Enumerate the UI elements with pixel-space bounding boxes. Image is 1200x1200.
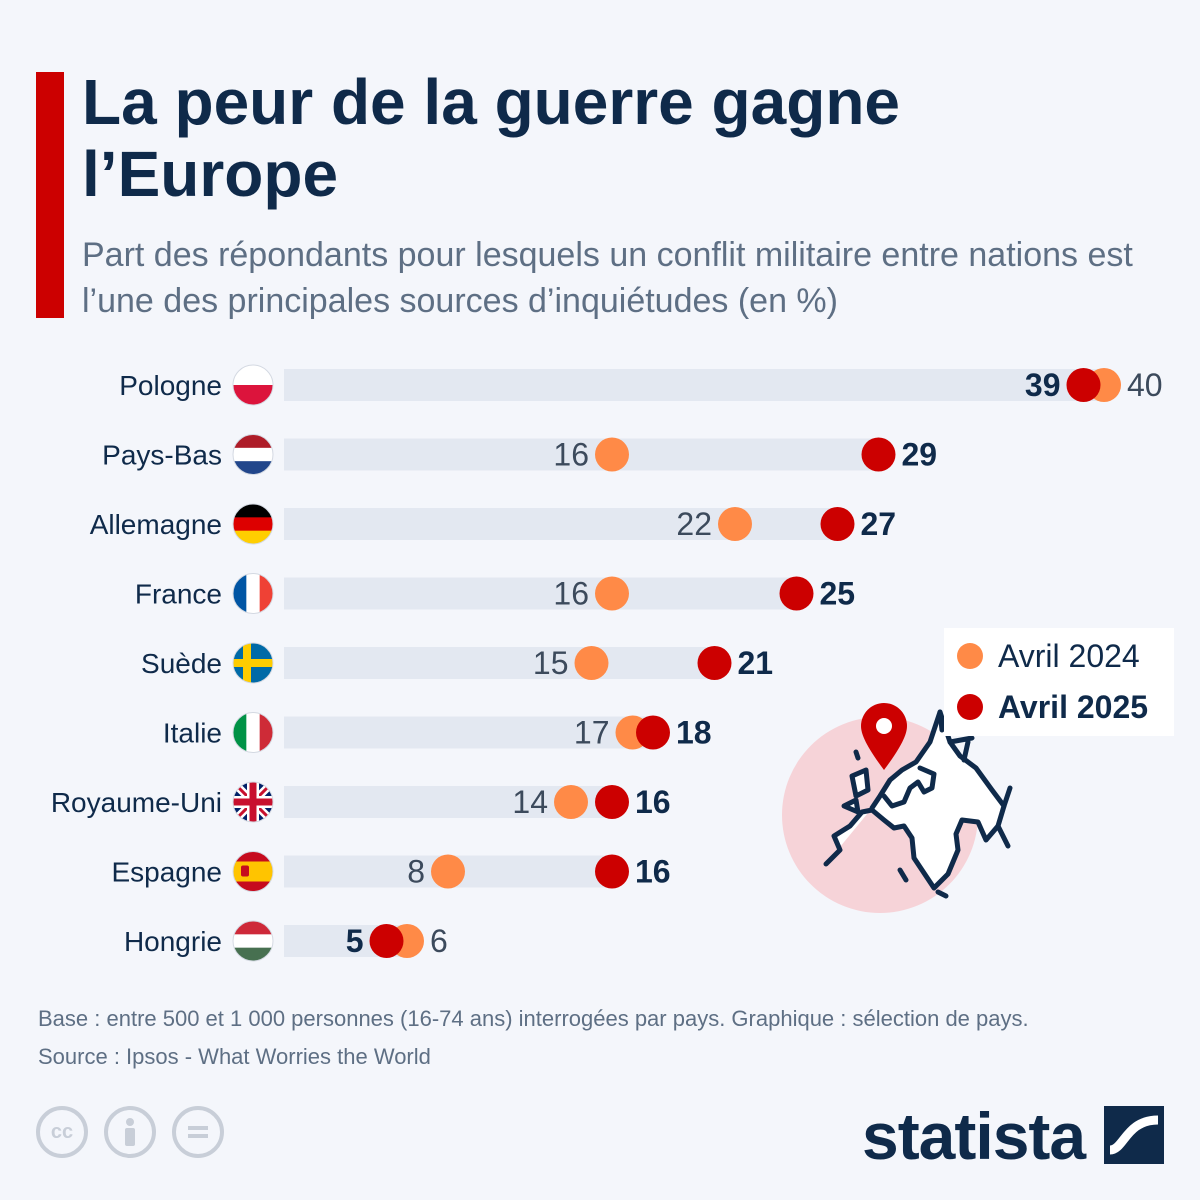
dot-2025: [595, 854, 629, 889]
nd-icon[interactable]: [172, 1106, 224, 1158]
flag-germany-icon: [232, 503, 274, 545]
range-bar: [284, 647, 715, 679]
dot-chart: Avril 2024 Avril 2025 Pologne 39 40 Pays-Bas…: [51, 364, 1174, 962]
dot-2024: [431, 854, 465, 889]
data-label: 16: [635, 854, 671, 890]
data-label: 16: [553, 576, 589, 612]
data-label: 27: [861, 506, 897, 542]
dot-2025: [820, 507, 855, 541]
data-label: 39: [1025, 367, 1061, 403]
category-label: Allemagne: [90, 509, 222, 540]
data-label: 16: [553, 437, 589, 473]
range-bar: [284, 369, 1104, 401]
legend: Avril 2024 Avril 2025: [944, 628, 1174, 736]
row-8: Hongrie 5 6: [124, 920, 448, 962]
dot-2024: [595, 576, 629, 611]
statista-logo[interactable]: statista: [862, 1099, 1086, 1173]
row-0: Pologne 39 40: [119, 364, 1163, 406]
row-2: Allemagne 22 27: [90, 503, 897, 545]
license-icons: cc: [36, 1106, 224, 1158]
data-label: 5: [346, 923, 364, 959]
flag-italy-icon: [232, 712, 274, 753]
dot-2024: [574, 646, 609, 680]
dot-2024: [595, 437, 629, 472]
flag-poland-icon: [232, 364, 274, 406]
dot-2025: [595, 785, 629, 819]
data-label: 22: [676, 506, 712, 542]
category-label: Espagne: [111, 857, 222, 888]
category-label: Pays-Bas: [102, 440, 222, 471]
cc-icon[interactable]: cc: [36, 1106, 88, 1158]
range-bar: [284, 577, 797, 610]
chart-subtitle: Part des répondants pour lesquels un con…: [82, 236, 1133, 320]
range-bar: [284, 508, 838, 540]
category-label: Pologne: [119, 370, 222, 401]
range-bar: [284, 438, 879, 471]
data-label: 29: [902, 437, 938, 473]
flag-spain-icon: [232, 851, 274, 892]
data-label: 15: [533, 645, 569, 681]
data-label: 16: [635, 784, 671, 820]
title-accent-bar: [36, 72, 64, 318]
flag-sweden-icon: [232, 642, 274, 684]
range-bar: [284, 716, 653, 749]
data-label: 14: [512, 784, 548, 820]
data-label: 21: [738, 645, 774, 681]
category-label: Royaume-Uni: [51, 787, 222, 818]
legend-swatch: [957, 694, 983, 720]
legend-swatch: [957, 643, 983, 669]
data-label: 25: [820, 576, 856, 612]
dot-2025: [697, 646, 732, 680]
dot-2025: [369, 924, 404, 958]
flag-hungary-icon: [232, 920, 274, 962]
legend-label: Avril 2024: [998, 638, 1140, 674]
data-label: 18: [676, 715, 712, 751]
row-7: Espagne 8 16: [111, 851, 671, 892]
data-label: 17: [574, 715, 610, 751]
dot-2024: [554, 785, 588, 819]
row-1: Pays-Bas 16 29: [102, 434, 938, 475]
dot-2025: [636, 715, 670, 750]
statista-logo-icon: [1104, 1106, 1164, 1164]
data-label: 8: [407, 854, 425, 890]
row-4: Suède 15 21: [141, 642, 774, 684]
data-label: 6: [430, 923, 448, 959]
category-label: Hongrie: [124, 926, 222, 957]
flag-netherlands-icon: [232, 434, 274, 475]
legend-label: Avril 2025: [998, 689, 1148, 725]
footnote: Base : entre 500 et 1 000 personnes (16-…: [38, 1000, 1178, 1076]
dot-2025: [779, 576, 814, 611]
category-label: Italie: [163, 718, 222, 749]
europe-map-pin-icon: [782, 703, 1013, 913]
by-icon[interactable]: [104, 1106, 156, 1158]
row-3: France 16 25: [135, 573, 856, 614]
row-6: Royaume-Uni 14 16: [51, 781, 671, 823]
row-5: Italie 17 18: [163, 712, 712, 753]
flag-uk-icon: [232, 781, 274, 823]
flag-france-icon: [232, 573, 274, 614]
chart-title: La peur de la guerre gagne l’Europe: [82, 66, 900, 210]
dot-2025: [1066, 368, 1101, 402]
base-note: Base : entre 500 et 1 000 personnes (16-…: [38, 1006, 1029, 1031]
dot-2025: [861, 437, 896, 472]
category-label: Suède: [141, 648, 222, 679]
source-note: Source : Ipsos - What Worries the World: [38, 1044, 431, 1069]
data-label: 40: [1127, 367, 1163, 403]
category-label: France: [135, 579, 222, 610]
dot-2024: [718, 507, 752, 541]
